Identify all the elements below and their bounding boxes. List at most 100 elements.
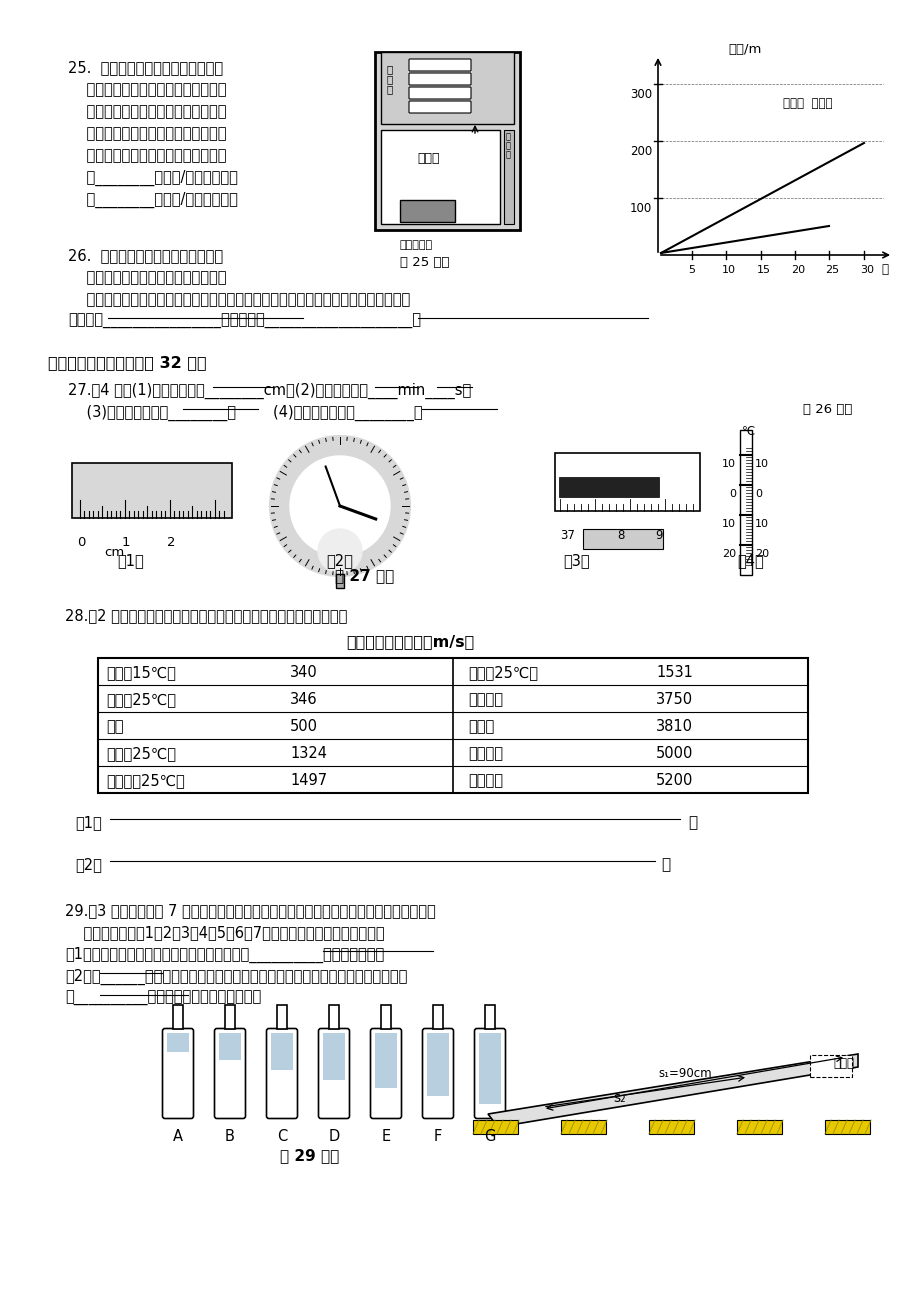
Bar: [329, 1005, 338, 1029]
Bar: [739, 430, 751, 575]
Bar: [375, 1032, 397, 1088]
FancyBboxPatch shape: [267, 1029, 297, 1118]
Text: 5000: 5000: [655, 746, 693, 760]
Text: 25: 25: [824, 266, 838, 275]
Text: 气，发现能吹出1、2、3、4、5、6、7的声音来。请你回答下列问题：: 气，发现能吹出1、2、3、4、5、6、7的声音来。请你回答下列问题：: [65, 924, 384, 940]
Text: 进行工作的。如图所示，环戊烷在管: 进行工作的。如图所示，环戊烷在管: [68, 126, 226, 141]
Text: 3810: 3810: [655, 719, 692, 734]
Text: 100: 100: [630, 202, 652, 215]
Text: 生________（液化/汽化）现象，: 生________（液化/汽化）现象，: [68, 171, 238, 186]
Text: 大理石: 大理石: [468, 719, 494, 734]
Text: 第 27 题图: 第 27 题图: [335, 568, 394, 583]
FancyBboxPatch shape: [474, 1029, 505, 1118]
Circle shape: [289, 456, 390, 556]
Bar: [98, 712, 807, 740]
Text: 金属片: 金属片: [832, 1057, 853, 1070]
Text: F: F: [434, 1129, 442, 1144]
Text: 200: 200: [630, 145, 652, 158]
Text: cm: cm: [104, 546, 124, 559]
Text: （2）吹______（填序号）瓶时，发出的声音音调最高，其原因是该瓶内空气柱振动: （2）吹______（填序号）瓶时，发出的声音音调最高，其原因是该瓶内空气柱振动: [65, 969, 407, 986]
Bar: [380, 130, 499, 224]
Text: 26.  如图所示，是一个骑自行车的人: 26. 如图所示，是一个骑自行车的人: [68, 247, 223, 263]
Text: 1: 1: [122, 536, 130, 549]
Text: 1497: 1497: [289, 773, 327, 788]
Bar: [472, 1120, 517, 1134]
Text: 时: 时: [880, 263, 887, 276]
Bar: [426, 1032, 448, 1096]
Text: 室: 室: [387, 85, 392, 94]
Text: 三、实验探究题（本题共 32 分）: 三、实验探究题（本题共 32 分）: [48, 355, 207, 370]
Text: 冷: 冷: [387, 64, 392, 74]
Bar: [323, 1032, 345, 1079]
Text: 蒸馏水（25℃）: 蒸馏水（25℃）: [106, 773, 185, 788]
Text: 铝（棒）: 铝（棒）: [468, 746, 503, 760]
FancyBboxPatch shape: [163, 1029, 193, 1118]
Text: 并________（吸收/放出）热量。: 并________（吸收/放出）热量。: [68, 191, 238, 208]
Text: 汽化的物质，而且环保，一种新型环: 汽化的物质，而且环保，一种新型环: [68, 82, 226, 98]
Text: 9: 9: [654, 529, 662, 542]
Bar: [504, 130, 514, 224]
FancyBboxPatch shape: [409, 59, 471, 72]
Text: 信息二：________________；信息三：____________________。: 信息二：________________；信息三：_______________…: [68, 314, 421, 329]
Text: 5200: 5200: [655, 773, 693, 788]
Text: （1）: （1）: [75, 815, 102, 829]
Text: 第 25 题图: 第 25 题图: [400, 256, 449, 270]
Text: （1）: （1）: [117, 553, 143, 568]
FancyBboxPatch shape: [409, 87, 471, 99]
Polygon shape: [487, 1055, 857, 1128]
Text: 10: 10: [721, 266, 735, 275]
Text: 几种物质中的声速（m/s）: 几种物质中的声速（m/s）: [346, 634, 473, 648]
Bar: [98, 658, 807, 685]
Text: A: A: [173, 1129, 183, 1144]
Text: 0: 0: [754, 490, 761, 499]
Text: 8: 8: [617, 529, 624, 542]
Text: 20: 20: [790, 266, 804, 275]
Text: 30: 30: [859, 266, 873, 275]
Bar: [824, 1120, 869, 1134]
Text: 10: 10: [754, 460, 768, 469]
FancyBboxPatch shape: [409, 102, 471, 113]
Text: 5: 5: [687, 266, 694, 275]
Text: （2）: （2）: [75, 857, 102, 872]
Text: 1324: 1324: [289, 746, 326, 760]
Text: 电动压缩机: 电动压缩机: [400, 240, 433, 250]
Text: (3)体温计的读数是________；        (4)温度计的示数是________。: (3)体温计的读数是________； (4)温度计的示数是________。: [68, 405, 422, 422]
FancyBboxPatch shape: [409, 73, 471, 85]
Text: ；: ；: [687, 815, 697, 829]
Text: 20: 20: [754, 549, 768, 559]
Text: 海水（25℃）: 海水（25℃）: [468, 665, 538, 680]
Bar: [277, 1005, 287, 1029]
Bar: [98, 766, 807, 793]
Text: 10: 10: [754, 519, 768, 529]
Bar: [219, 1032, 241, 1060]
Text: ℃: ℃: [742, 424, 754, 437]
Text: D: D: [328, 1129, 339, 1144]
Text: 29.（3 分）小强找来 7 个相同的啤酒瓶，装入不同高度的水，如图所示。用嘴贴着瓶口吹: 29.（3 分）小强找来 7 个相同的啤酒瓶，装入不同高度的水，如图所示。用嘴贴…: [65, 904, 436, 918]
Text: 器: 器: [505, 150, 510, 159]
Text: 37: 37: [560, 529, 574, 542]
Text: 1531: 1531: [655, 665, 692, 680]
Bar: [98, 685, 807, 712]
Bar: [173, 1005, 183, 1029]
Text: B: B: [225, 1129, 234, 1144]
Text: 2: 2: [167, 536, 176, 549]
Text: s₂: s₂: [612, 1091, 625, 1105]
Text: 10: 10: [721, 519, 735, 529]
Text: 27.（4 分）(1)物体的宽度是________cm；(2)停表的读数是____min____s；: 27.（4 分）(1)物体的宽度是________cm；(2)停表的读数是___…: [68, 383, 471, 400]
Text: （4）: （4）: [736, 553, 763, 568]
Text: （3）: （3）: [562, 553, 589, 568]
Bar: [98, 740, 807, 766]
Text: C: C: [277, 1129, 287, 1144]
Text: 500: 500: [289, 719, 318, 734]
Bar: [72, 464, 232, 518]
Text: 3750: 3750: [655, 691, 692, 707]
Text: 化的图像。根据该图像能够获得合理的信息有：示例：信息一：他们同时开始运动；: 化的图像。根据该图像能够获得合理的信息有：示例：信息一：他们同时开始运动；: [68, 292, 410, 307]
Circle shape: [269, 436, 410, 575]
Text: 346: 346: [289, 691, 317, 707]
Text: 冷藏室: 冷藏室: [416, 152, 439, 165]
Bar: [583, 529, 663, 549]
Text: 铁（棒）: 铁（棒）: [468, 773, 503, 788]
Bar: [98, 658, 807, 793]
Bar: [554, 453, 699, 510]
Bar: [167, 1032, 188, 1052]
